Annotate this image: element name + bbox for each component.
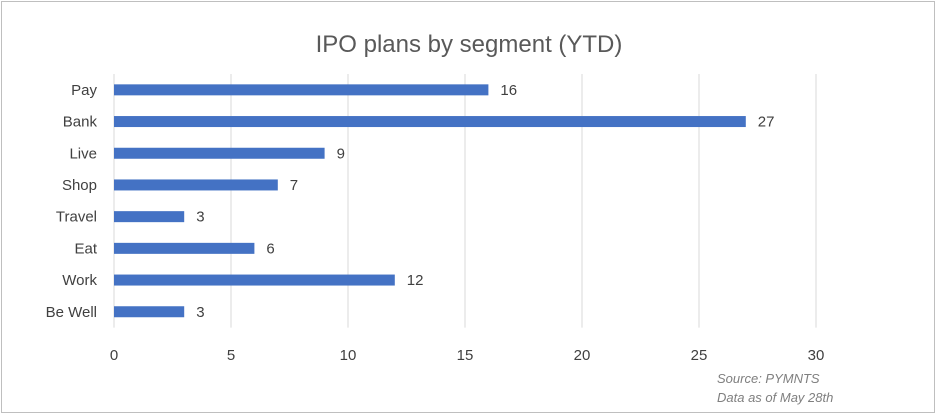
- x-tick-label: 10: [340, 347, 357, 364]
- x-tick-label: 25: [691, 347, 708, 364]
- x-tick-label: 15: [457, 347, 474, 364]
- bar: [114, 116, 746, 128]
- bar: [114, 147, 325, 159]
- bars: [114, 84, 746, 318]
- bar: [114, 179, 278, 191]
- chart-title: IPO plans by segment (YTD): [316, 31, 623, 58]
- category-label: Shop: [62, 177, 97, 194]
- x-tick-label: 30: [808, 347, 825, 364]
- bar: [114, 306, 185, 318]
- category-label: Eat: [74, 240, 97, 257]
- data-labels: 16 27 9 7 3 6 12 3: [196, 82, 774, 321]
- data-label: 3: [196, 304, 204, 321]
- x-tick-label: 0: [110, 347, 118, 364]
- category-label: Work: [62, 272, 97, 289]
- category-label: Be Well: [46, 304, 97, 321]
- data-label: 7: [290, 177, 298, 194]
- data-label: 16: [500, 82, 517, 99]
- data-label: 9: [337, 145, 345, 162]
- gridlines: [113, 74, 817, 328]
- bar: [114, 242, 255, 254]
- source-note: Source: PYMNTS: [717, 371, 820, 386]
- category-labels: Pay Bank Live Shop Travel Eat Work Be Well: [46, 82, 98, 321]
- x-tick-labels: 0 5 10 15 20 25 30: [110, 347, 825, 364]
- category-label: Pay: [71, 82, 97, 99]
- category-label: Bank: [63, 114, 98, 131]
- category-label: Travel: [56, 209, 97, 226]
- bar: [114, 211, 185, 223]
- category-label: Live: [69, 145, 97, 162]
- data-label: 27: [758, 114, 775, 131]
- bar: [114, 274, 395, 286]
- x-tick-label: 20: [574, 347, 591, 364]
- x-tick-label: 5: [227, 347, 235, 364]
- data-label: 6: [266, 240, 274, 257]
- bar: [114, 84, 489, 96]
- data-label: 3: [196, 209, 204, 226]
- date-note: Data as of May 28th: [717, 390, 833, 405]
- data-label: 12: [407, 272, 424, 289]
